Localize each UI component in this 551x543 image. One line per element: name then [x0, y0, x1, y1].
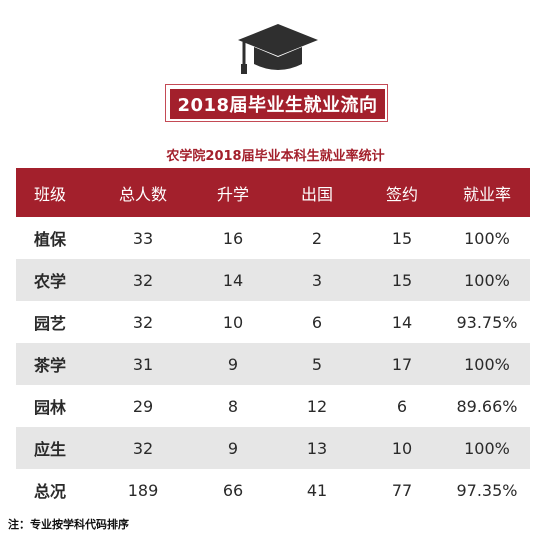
cell-signed: 6	[396, 396, 408, 416]
cell-abroad: 41	[306, 480, 328, 500]
table-row: 植保 33 16 2 15 100%	[16, 217, 530, 259]
cell-employment-rate: 100%	[464, 354, 510, 374]
cell-employment-rate: 100%	[464, 270, 510, 290]
cell-signed: 14	[391, 312, 413, 332]
cell-signed: 77	[391, 480, 413, 500]
cell-employment-rate: 93.75%	[456, 312, 518, 332]
cell-signed: 10	[391, 438, 413, 458]
cell-abroad: 13	[306, 438, 328, 458]
table-title: 农学院2018届毕业本科生就业率统计	[166, 149, 385, 164]
cell-abroad: 12	[306, 396, 328, 416]
banner-frame	[165, 84, 388, 122]
cell-employment-rate: 100%	[464, 228, 510, 248]
cell-further-study: 8	[227, 396, 239, 416]
cell-further-study: 9	[227, 438, 239, 458]
cell-class: 应生	[34, 440, 67, 459]
col-header-signed: 签约	[385, 184, 418, 204]
cell-total: 29	[132, 396, 154, 416]
graduation-cap-icon	[238, 24, 318, 74]
col-header-total: 总人数	[118, 184, 167, 204]
cell-class: 植保	[34, 230, 67, 249]
cell-total: 32	[132, 438, 154, 458]
table-row: 农学 32 14 3 15 100%	[16, 259, 530, 301]
cell-total: 31	[132, 354, 154, 374]
table-row-total: 总况 189 66 41 77 97.35%	[16, 469, 530, 511]
cell-class: 园艺	[34, 314, 67, 333]
cell-class: 农学	[34, 272, 67, 291]
cell-further-study: 10	[222, 312, 244, 332]
table-header-row: 班级 总人数 升学 出国 签约 就业率	[16, 168, 530, 217]
cell-signed: 15	[391, 228, 413, 248]
cell-further-study: 66	[222, 480, 244, 500]
cell-abroad: 6	[311, 312, 323, 332]
table-row: 园林 29 8 12 6 89.66%	[16, 385, 530, 427]
cell-employment-rate: 97.35%	[456, 480, 518, 500]
table-row: 应生 32 9 13 10 100%	[16, 427, 530, 469]
cell-abroad: 2	[311, 228, 323, 248]
cell-employment-rate: 100%	[464, 438, 510, 458]
banner-title: 2018届毕业生就业流向	[170, 89, 385, 119]
cell-signed: 17	[391, 354, 413, 374]
cell-class: 茶学	[34, 356, 67, 375]
cell-employment-rate: 89.66%	[456, 396, 518, 416]
cell-total: 32	[132, 312, 154, 332]
col-header-further-study: 升学	[216, 184, 249, 204]
cell-further-study: 9	[227, 354, 239, 374]
cell-total: 33	[132, 228, 154, 248]
cell-further-study: 16	[222, 228, 244, 248]
cell-further-study: 14	[222, 270, 244, 290]
cell-abroad: 3	[311, 270, 323, 290]
cell-abroad: 5	[311, 354, 323, 374]
cell-class: 总况	[34, 482, 67, 501]
cell-total: 32	[132, 270, 154, 290]
col-header-abroad: 出国	[300, 184, 333, 204]
table-row: 茶学 31 9 5 17 100%	[16, 343, 530, 385]
footnote: 注：专业按学科代码排序	[8, 518, 129, 531]
col-header-employment-rate: 就业率	[462, 184, 511, 204]
cell-class: 园林	[34, 398, 67, 417]
cell-signed: 15	[391, 270, 413, 290]
employment-table: 班级 总人数 升学 出国 签约 就业率 植保 33 16 2 15 100% 农…	[16, 168, 530, 511]
table-row: 园艺 32 10 6 14 93.75%	[16, 301, 530, 343]
cell-total: 189	[127, 480, 159, 500]
col-header-class: 班级	[34, 184, 67, 204]
